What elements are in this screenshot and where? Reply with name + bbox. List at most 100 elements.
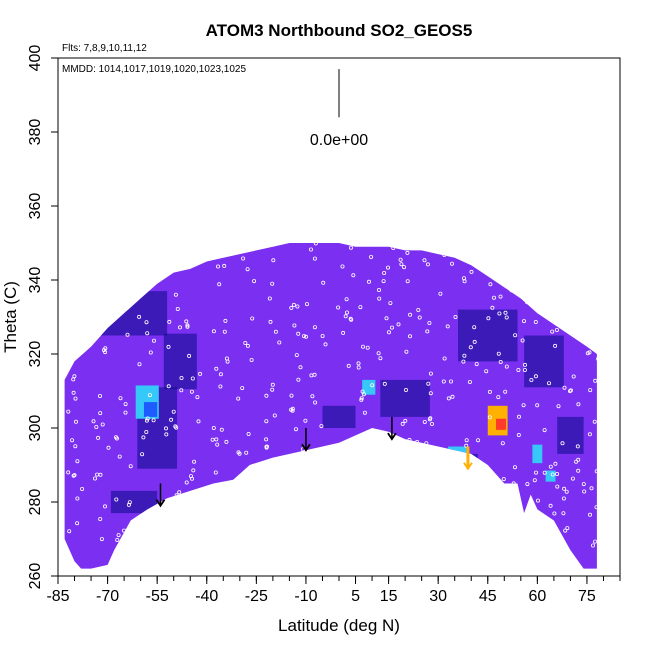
sample-point: [216, 518, 221, 523]
sample-point: [223, 318, 228, 323]
sample-point: [593, 261, 597, 266]
sample-point: [236, 396, 241, 401]
sample-point: [553, 343, 558, 348]
hotspot-cell: [545, 470, 556, 482]
sample-point: [377, 296, 382, 301]
sample-point: [488, 282, 493, 287]
sample-point: [211, 329, 216, 334]
sample-point: [506, 277, 511, 282]
sample-point: [550, 472, 555, 477]
sample-point: [263, 500, 268, 505]
sample-point: [151, 338, 156, 343]
sample-point: [585, 351, 590, 356]
sample-point: [125, 332, 130, 337]
sample-point: [145, 269, 150, 274]
sample-point: [548, 503, 553, 508]
sample-point: [270, 387, 275, 392]
sample-point: [301, 524, 306, 529]
sample-point: [591, 543, 596, 548]
sample-point: [366, 279, 371, 284]
sample-point: [102, 320, 107, 325]
sample-point: [75, 459, 80, 464]
hotspot-cell: [532, 444, 543, 464]
x-tick-label: -40: [195, 588, 218, 605]
sample-point: [245, 343, 250, 348]
sample-point: [582, 489, 587, 494]
sample-point: [386, 543, 391, 548]
sample-point: [407, 334, 412, 339]
sample-point: [476, 438, 481, 443]
sample-point: [553, 308, 558, 313]
sample-point: [268, 319, 273, 324]
sample-point: [75, 521, 80, 526]
sample-point: [445, 324, 450, 329]
sample-point: [464, 438, 469, 443]
sample-point: [421, 492, 426, 497]
sample-point: [312, 325, 317, 330]
sample-point: [184, 480, 189, 485]
sample-point: [148, 350, 153, 355]
sample-point: [262, 469, 267, 474]
sample-point: [512, 268, 517, 273]
sample-point: [408, 312, 413, 317]
sample-point: [69, 307, 74, 312]
sample-point: [115, 303, 120, 308]
sample-point: [562, 385, 567, 390]
x-tick-label: -25: [245, 588, 268, 605]
sample-point: [114, 436, 119, 441]
sample-point: [461, 359, 466, 364]
sample-point: [319, 542, 324, 547]
sample-point: [106, 283, 111, 288]
sample-point: [522, 525, 527, 530]
sample-point: [416, 454, 421, 459]
sample-point: [188, 474, 193, 479]
y-tick-label: 300: [27, 415, 44, 442]
sample-point: [568, 389, 573, 394]
sample-point: [74, 419, 79, 424]
sample-point: [149, 266, 154, 271]
sample-point: [361, 499, 366, 504]
sample-point: [244, 450, 249, 455]
sample-point: [396, 489, 401, 494]
x-tick-label: -70: [96, 588, 119, 605]
sample-point: [486, 316, 491, 321]
sample-point: [560, 441, 565, 446]
sample-point: [501, 477, 506, 482]
sample-point: [562, 486, 567, 491]
sample-point: [376, 479, 381, 484]
sample-point: [309, 373, 314, 378]
y-tick-label: 360: [27, 193, 44, 220]
sample-point: [144, 429, 149, 434]
sample-point: [106, 445, 111, 450]
sample-point: [550, 329, 555, 334]
sample-point: [192, 459, 197, 464]
sample-point: [177, 490, 182, 495]
sample-point: [410, 519, 415, 524]
sample-point: [267, 296, 272, 301]
sample-point: [188, 536, 193, 541]
sample-point: [441, 379, 446, 384]
sample-point: [536, 498, 541, 503]
sample-point: [264, 419, 269, 424]
low-value-patch: [322, 405, 356, 428]
sample-point: [102, 348, 107, 353]
sample-point: [141, 435, 146, 440]
sample-point: [66, 409, 71, 414]
sample-point: [191, 468, 196, 473]
sample-point: [422, 258, 427, 263]
sample-point: [404, 349, 409, 354]
sample-point: [425, 262, 430, 267]
sample-point: [504, 268, 509, 273]
sample-point: [103, 350, 108, 355]
sample-point: [91, 419, 96, 424]
sample-point: [587, 326, 592, 331]
sample-point: [386, 330, 391, 335]
sample-point: [115, 538, 120, 543]
sample-point: [366, 490, 371, 495]
sample-point: [171, 243, 176, 248]
sample-point: [219, 427, 224, 432]
sample-point: [453, 490, 458, 495]
sample-point: [439, 539, 444, 544]
sample-point: [292, 323, 297, 328]
sample-point: [308, 247, 313, 252]
